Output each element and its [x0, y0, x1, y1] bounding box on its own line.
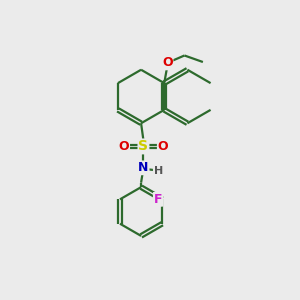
Text: F: F [154, 193, 162, 206]
Text: N: N [138, 161, 148, 174]
Text: S: S [139, 140, 148, 153]
Text: H: H [154, 166, 163, 176]
Text: O: O [158, 140, 168, 153]
Text: O: O [118, 140, 129, 153]
Text: O: O [162, 56, 172, 69]
